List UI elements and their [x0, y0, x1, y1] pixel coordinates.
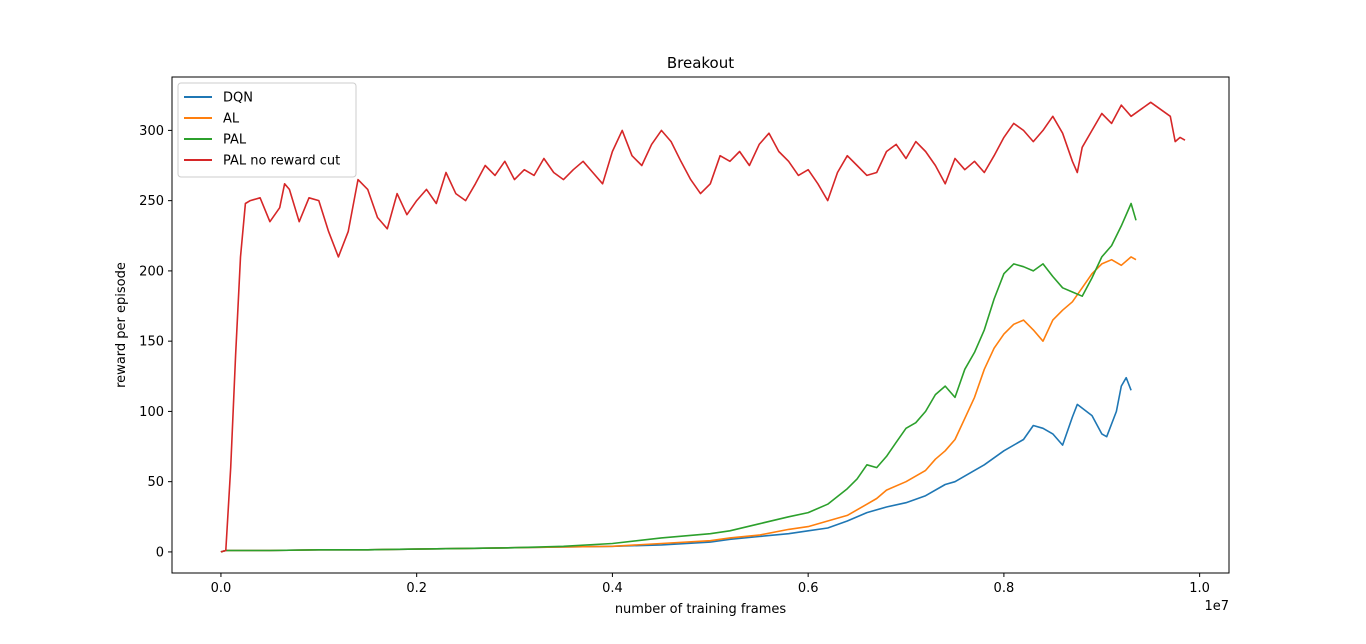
plot-area [171, 76, 1230, 574]
x-tick-label: 0.0 [211, 581, 232, 596]
x-axis-offset-label: 1e7 [1204, 599, 1229, 614]
series-line-1 [220, 256, 1137, 553]
series-line-0 [220, 376, 1132, 553]
legend-label: AL [223, 112, 240, 127]
legend-label: DQN [223, 91, 253, 106]
x-axis-ticks: 0.0 0.2 0.4 0.6 0.8 1.0 [211, 573, 1210, 596]
legend-label: PAL no reward cut [223, 154, 340, 169]
x-tick-label: 0.4 [602, 581, 623, 596]
y-tick-label: 150 [139, 335, 164, 350]
legend: DQN AL PAL PAL no reward cut [177, 82, 357, 178]
y-tick-label: 100 [139, 405, 164, 420]
y-axis-label: reward per episode [114, 262, 129, 388]
y-tick-label: 300 [139, 124, 164, 139]
x-tick-label: 1.0 [1189, 581, 1210, 596]
y-tick-label: 250 [139, 194, 164, 209]
x-tick-label: 0.2 [406, 581, 427, 596]
y-tick-label: 200 [139, 264, 164, 279]
y-tick-label: 50 [147, 475, 164, 490]
legend-box [177, 82, 357, 178]
x-axis-label: number of training frames [615, 602, 787, 617]
x-tick-label: 0.6 [798, 581, 819, 596]
x-tick-label: 0.8 [994, 581, 1015, 596]
chart-title: Breakout [667, 54, 734, 72]
legend-label: PAL [223, 133, 247, 148]
series-lines [220, 101, 1186, 553]
y-tick-label: 0 [156, 545, 164, 560]
series-line-2 [220, 202, 1137, 553]
y-axis-ticks: 0 50 100 150 200 250 300 [139, 124, 172, 560]
series-line-3 [220, 101, 1186, 553]
